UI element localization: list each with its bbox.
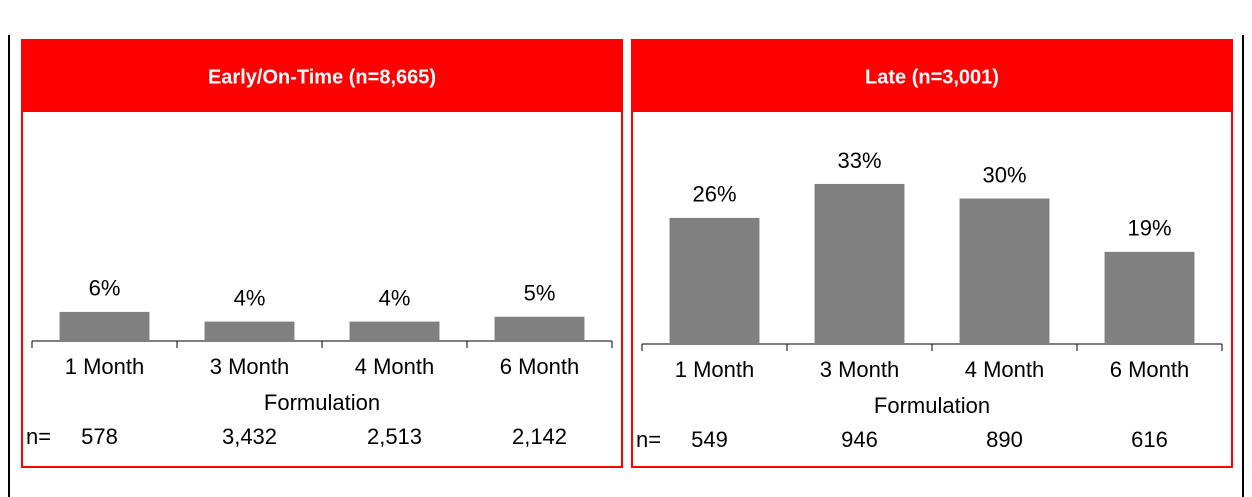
value-label: 5% bbox=[524, 281, 556, 306]
value-label: 19% bbox=[1127, 216, 1171, 241]
panel-header bbox=[22, 40, 622, 112]
bar bbox=[669, 217, 760, 344]
x-tick-label: 6 Month bbox=[500, 354, 580, 379]
bar bbox=[59, 311, 150, 341]
x-tick-label: 1 Month bbox=[675, 357, 755, 382]
bar bbox=[204, 321, 295, 341]
value-label: 33% bbox=[837, 148, 881, 173]
x-axis-label: Formulation bbox=[874, 393, 990, 418]
bar bbox=[814, 183, 905, 344]
x-tick-label: 3 Month bbox=[820, 357, 900, 382]
panel-header bbox=[632, 40, 1232, 112]
n-value: 946 bbox=[841, 427, 878, 452]
n-value: 3,432 bbox=[222, 424, 277, 449]
bar bbox=[1104, 251, 1195, 344]
value-label: 26% bbox=[692, 182, 736, 207]
x-axis-label: Formulation bbox=[264, 390, 380, 415]
bar bbox=[959, 198, 1050, 344]
x-tick-label: 4 Month bbox=[355, 354, 435, 379]
value-label: 4% bbox=[234, 285, 266, 310]
x-tick-label: 4 Month bbox=[965, 357, 1045, 382]
panel-title: Late (n=3,001) bbox=[865, 66, 999, 88]
x-tick-label: 1 Month bbox=[65, 354, 145, 379]
x-tick-label: 6 Month bbox=[1110, 357, 1190, 382]
value-label: 4% bbox=[379, 285, 411, 310]
x-tick-label: 3 Month bbox=[210, 354, 290, 379]
bar bbox=[349, 321, 440, 341]
panel-title: Early/On-Time (n=8,665) bbox=[208, 66, 436, 88]
n-value: 2,142 bbox=[512, 424, 567, 449]
n-value: 549 bbox=[691, 427, 728, 452]
n-label: n= bbox=[636, 427, 661, 452]
value-label: 6% bbox=[89, 276, 121, 301]
n-label: n= bbox=[26, 424, 51, 449]
n-value: 890 bbox=[986, 427, 1023, 452]
value-label: 30% bbox=[982, 162, 1026, 187]
n-value: 578 bbox=[81, 424, 118, 449]
bar bbox=[494, 316, 585, 341]
n-value: 616 bbox=[1131, 427, 1168, 452]
n-value: 2,513 bbox=[367, 424, 422, 449]
